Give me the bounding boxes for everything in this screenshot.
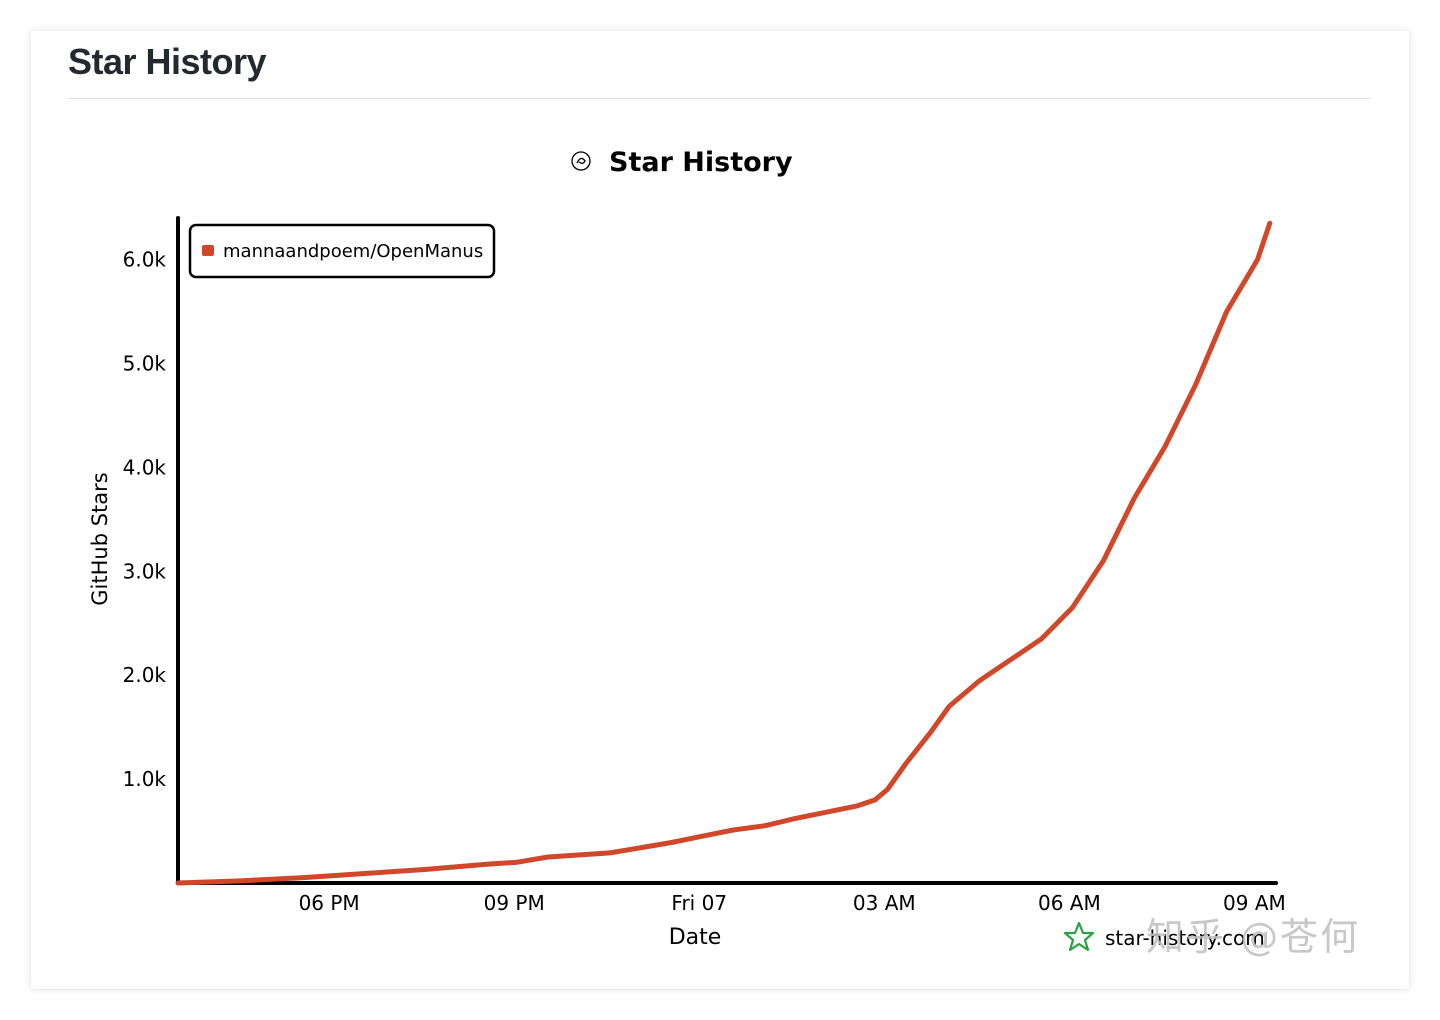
chart-axes [176,216,1278,885]
branding-text[interactable]: star-history.com [1105,926,1265,950]
y-tick-label: 2.0k [123,663,167,687]
star-history-chart: Star History 1.0k 2.0k 3.0k 4.0k 5.0k 6.0k 06… [88,147,1286,952]
y-tick-labels: 1.0k 2.0k 3.0k 4.0k 5.0k 6.0k [123,248,167,792]
star-history-logo-icon [1063,921,1095,952]
chart-legend: mannaandpoem/OpenManus [188,223,496,279]
y-tick-label: 5.0k [123,351,167,375]
series-lines [175,220,1273,886]
series-line-openmanus [175,220,1273,886]
card-title: Star History [68,41,267,82]
x-tick-label: Fri 07 [671,891,727,915]
x-tick-labels: 06 PM 09 PM Fri 07 03 AM 06 AM 09 AM [299,891,1286,915]
chart-logo-icon [571,151,591,171]
branding[interactable]: star-history.com [1063,921,1265,952]
x-tick-label: 06 AM [1038,891,1101,915]
y-tick-label: 6.0k [123,248,167,272]
x-tick-label: 09 PM [484,891,545,915]
y-axis-label: GitHub Stars [88,472,112,605]
y-tick-label: 3.0k [123,559,167,583]
legend-label-openmanus: mannaandpoem/OpenManus [223,241,483,262]
y-tick-label: 4.0k [123,455,167,479]
x-axis-label: Date [669,925,722,950]
x-tick-label: 03 AM [853,891,916,915]
x-tick-label: 09 AM [1223,891,1286,915]
star-history-card: Star History Star History 1.0k 2.0k 3.0k 4.… [31,31,1409,989]
watermark: 知乎 @苍何 [1146,915,1361,959]
x-tick-label: 06 PM [299,891,360,915]
legend-swatch [202,245,214,256]
chart-title: Star History [609,147,793,178]
chart-title-group: Star History [571,147,793,178]
card-divider [68,98,1370,99]
y-tick-label: 1.0k [123,767,167,791]
legend-box [188,223,496,279]
